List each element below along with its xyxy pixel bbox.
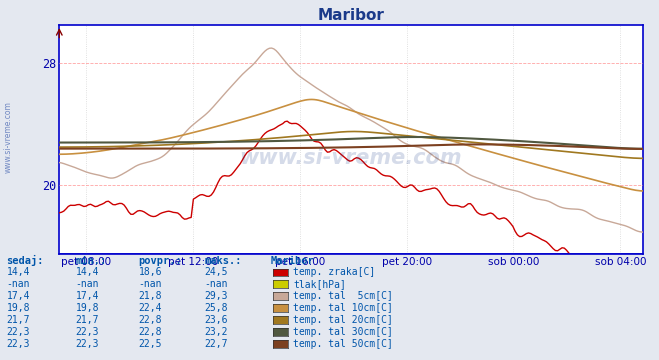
Text: temp. zraka[C]: temp. zraka[C] [293,267,376,278]
Text: www.si-vreme.com: www.si-vreme.com [240,148,462,168]
Text: 21,7: 21,7 [7,315,30,325]
Text: 19,8: 19,8 [7,303,30,313]
Text: 14,4: 14,4 [76,267,100,278]
Text: www.si-vreme.com: www.si-vreme.com [3,101,13,173]
Text: temp. tal 50cm[C]: temp. tal 50cm[C] [293,339,393,349]
Text: 22,3: 22,3 [76,327,100,337]
Title: Maribor: Maribor [318,8,384,23]
Text: 19,8: 19,8 [76,303,100,313]
Text: sedaj:: sedaj: [7,255,44,266]
Text: 22,8: 22,8 [138,315,162,325]
Text: 21,7: 21,7 [76,315,100,325]
Text: 29,3: 29,3 [204,291,228,301]
Text: 18,6: 18,6 [138,267,162,278]
Text: tlak[hPa]: tlak[hPa] [293,279,346,289]
Text: -nan: -nan [204,279,228,289]
Text: 22,8: 22,8 [138,327,162,337]
Text: -nan: -nan [76,279,100,289]
Text: 22,5: 22,5 [138,339,162,349]
Text: 14,4: 14,4 [7,267,30,278]
Text: 22,4: 22,4 [138,303,162,313]
Text: 17,4: 17,4 [76,291,100,301]
Text: maks.:: maks.: [204,256,242,266]
Text: temp. tal 30cm[C]: temp. tal 30cm[C] [293,327,393,337]
Text: povpr.:: povpr.: [138,256,182,266]
Text: 22,3: 22,3 [7,339,30,349]
Text: temp. tal 20cm[C]: temp. tal 20cm[C] [293,315,393,325]
Text: -nan: -nan [138,279,162,289]
Text: 25,8: 25,8 [204,303,228,313]
Text: 24,5: 24,5 [204,267,228,278]
Text: 23,2: 23,2 [204,327,228,337]
Text: temp. tal 10cm[C]: temp. tal 10cm[C] [293,303,393,313]
Text: 23,6: 23,6 [204,315,228,325]
Text: temp. tal  5cm[C]: temp. tal 5cm[C] [293,291,393,301]
Text: 17,4: 17,4 [7,291,30,301]
Text: Maribor: Maribor [270,256,314,266]
Text: 22,7: 22,7 [204,339,228,349]
Text: 22,3: 22,3 [76,339,100,349]
Text: min.:: min.: [76,256,107,266]
Text: 22,3: 22,3 [7,327,30,337]
Text: 21,8: 21,8 [138,291,162,301]
Text: -nan: -nan [7,279,30,289]
